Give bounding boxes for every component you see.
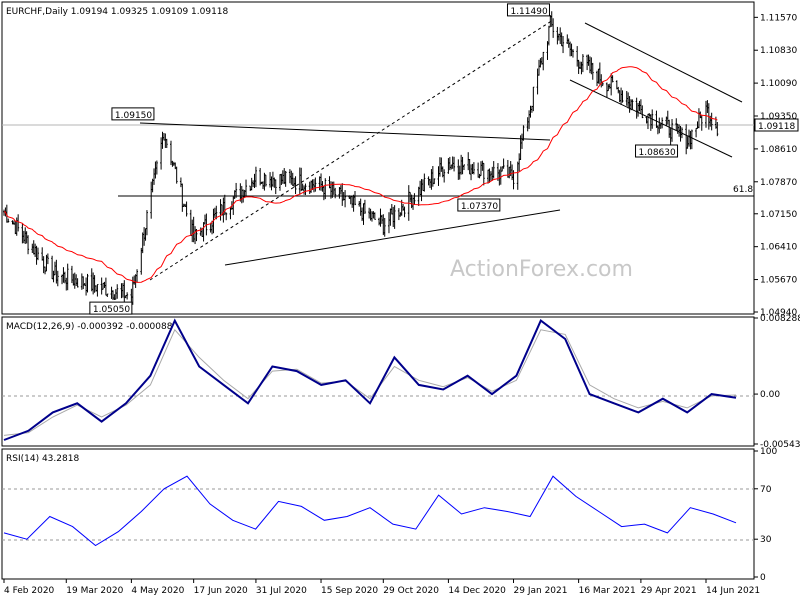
x-tick-label: 14 Jun 2021 bbox=[706, 586, 760, 596]
watermark: ActionForex.com bbox=[450, 257, 633, 282]
price-tick-label: 1.08610 bbox=[760, 145, 797, 155]
candles-group bbox=[3, 11, 719, 305]
annotations-group: 1.11490 1.09150 1.05050 1.08630 1.07370 bbox=[89, 3, 679, 315]
x-tick-label: 19 Mar 2020 bbox=[66, 586, 123, 596]
x-tick-label: 14 Dec 2020 bbox=[448, 586, 506, 596]
annotation-box bbox=[111, 107, 155, 121]
macd-tick-label: 0.00 bbox=[760, 390, 780, 400]
macd-header: MACD(12,26,9) -0.000392 -0.000088 bbox=[6, 322, 173, 332]
x-tick-label: 17 Jun 2020 bbox=[194, 586, 248, 596]
annotation-box bbox=[457, 198, 501, 212]
annotation-label: 1.09150 bbox=[115, 111, 152, 121]
rsi-axis: 100 70 30 0 bbox=[754, 447, 777, 583]
price-panel bbox=[1, 1, 755, 315]
annotation-label: 1.05050 bbox=[93, 305, 130, 315]
price-axis: 1.11570 1.10830 1.10090 1.09350 1.08610 1.078… bbox=[754, 13, 797, 318]
lower-trendline bbox=[224, 209, 561, 266]
price-tick-label: 1.09350 bbox=[760, 112, 797, 122]
price-tick-label: 1.07150 bbox=[760, 210, 797, 220]
price-tick-label: 1.05670 bbox=[760, 276, 797, 286]
macd-signal-line bbox=[3, 328, 737, 436]
annotation-label: 1.11490 bbox=[510, 7, 547, 17]
macd-axis: 0.008288 0.00 -0.005438 bbox=[754, 314, 800, 450]
fib-label: 61.8 bbox=[733, 185, 753, 195]
macd-tick-label: 0.008288 bbox=[760, 314, 800, 324]
rsi-tick-label: 30 bbox=[760, 535, 772, 545]
price-tick-label: 1.04940 bbox=[760, 308, 797, 318]
rsi-tick-label: 70 bbox=[760, 485, 772, 495]
price-tick-label: 1.07870 bbox=[760, 178, 797, 188]
macd-tick-label: -0.005438 bbox=[760, 440, 800, 450]
annotation-box bbox=[89, 301, 133, 315]
price-tick-label: 1.10090 bbox=[760, 79, 797, 89]
x-tick-label: 29 Oct 2020 bbox=[383, 586, 439, 596]
annotation-box bbox=[635, 144, 679, 158]
price-tick-label: 1.10830 bbox=[760, 46, 797, 56]
macd-line bbox=[3, 318, 737, 441]
rsi-header: RSI(14) 43.2818 bbox=[6, 454, 79, 464]
rsi-line bbox=[3, 475, 737, 547]
price-tick-label: 1.06410 bbox=[760, 243, 797, 253]
channel-top-line bbox=[584, 22, 743, 103]
price-tick-label: 1.11570 bbox=[760, 13, 797, 23]
dashed-trendline bbox=[149, 19, 554, 281]
macd-panel bbox=[1, 316, 755, 447]
annotation-label: 1.08630 bbox=[639, 148, 676, 158]
x-tick-label: 31 Jul 2020 bbox=[256, 586, 307, 596]
x-tick-label: 29 Apr 2021 bbox=[641, 586, 697, 596]
rsi-tick-label: 0 bbox=[760, 573, 766, 583]
moving-average-line bbox=[3, 66, 718, 283]
rsi-tick-label: 100 bbox=[760, 447, 777, 457]
price-header: EURCHF,Daily 1.09194 1.09325 1.09109 1.0… bbox=[6, 7, 229, 17]
x-tick-label: 16 Mar 2021 bbox=[579, 586, 636, 596]
current-price-tag: 1.09118 bbox=[758, 122, 795, 132]
upper-trendline bbox=[139, 122, 551, 141]
x-tick-label: 15 Sep 2020 bbox=[321, 586, 378, 596]
annotation-label: 1.07370 bbox=[461, 202, 498, 212]
x-axis: 4 Feb 2020 19 Mar 2020 4 May 2020 17 Jun 20… bbox=[3, 579, 760, 596]
x-tick-label: 4 May 2020 bbox=[131, 586, 184, 596]
current-price-tag-box bbox=[754, 118, 799, 132]
x-tick-label: 29 Jan 2021 bbox=[514, 586, 568, 596]
x-tick-label: 4 Feb 2020 bbox=[4, 586, 55, 596]
annotation-box bbox=[506, 3, 550, 17]
